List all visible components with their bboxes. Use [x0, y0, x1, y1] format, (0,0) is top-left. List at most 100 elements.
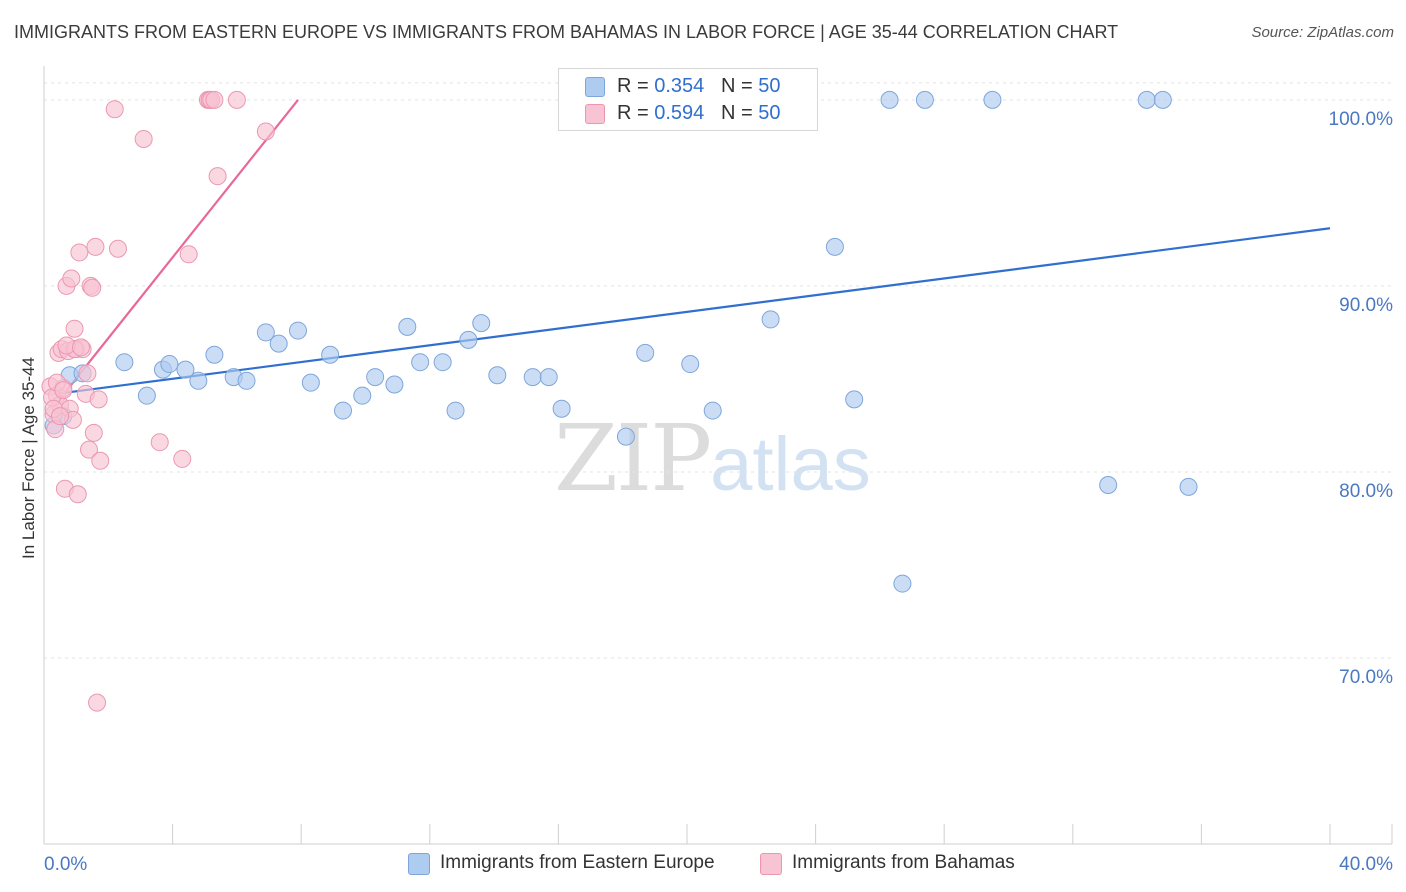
data-point [703, 401, 722, 420]
data-point [70, 243, 89, 262]
data-point [915, 90, 934, 109]
data-point [1099, 475, 1118, 494]
stats-text-eastern-europe: R = 0.354 N = 50 [617, 75, 780, 98]
y-tick-label: 100.0% [1329, 109, 1394, 130]
r-label: R = [617, 75, 655, 97]
source-credit: Source: ZipAtlas.com [1251, 24, 1394, 41]
data-point [433, 353, 452, 372]
y-tick-label: 70.0% [1339, 667, 1393, 688]
data-point [366, 368, 385, 387]
data-point [205, 90, 224, 109]
data-point [321, 345, 340, 364]
n-value: 50 [758, 75, 781, 97]
data-point [227, 90, 246, 109]
data-point [88, 693, 107, 712]
data-point [91, 451, 110, 470]
axes [43, 66, 1393, 845]
n-label: N = [720, 102, 759, 124]
n-label: N = [720, 75, 759, 97]
legend-label-bahamas: Immigrants from Bahamas [792, 852, 1015, 873]
r-label: R = [617, 102, 655, 124]
data-point [83, 278, 102, 297]
data-point [636, 343, 655, 362]
stats-legend: R = 0.354 N = 50 R = 0.594 N = 50 [558, 68, 818, 131]
data-point [398, 317, 417, 336]
data-point [205, 345, 224, 364]
data-point [137, 386, 156, 405]
data-point [68, 485, 87, 504]
data-point [176, 360, 195, 379]
tick-labels: 70.0% 80.0% 90.0% 100.0% 0.0% 40.0% [44, 109, 1393, 875]
data-point [208, 167, 227, 186]
data-point [173, 449, 192, 468]
data-point [893, 574, 912, 593]
x-tick-label: 40.0% [1339, 854, 1393, 875]
data-point [89, 390, 108, 409]
data-point [86, 237, 105, 256]
data-point [385, 375, 404, 394]
data-point [301, 373, 320, 392]
data-point [80, 440, 99, 459]
data-point [472, 314, 491, 333]
chart-title: IMMIGRANTS FROM EASTERN EUROPE VS IMMIGR… [14, 22, 1119, 42]
data-point [539, 368, 558, 387]
data-point [1179, 477, 1198, 496]
data-point [71, 338, 90, 357]
data-point [269, 334, 288, 353]
watermark: ZIPatlas [554, 405, 871, 512]
x-tick-label: 0.0% [44, 854, 87, 875]
series-legend: Immigrants from Eastern Europe Immigrant… [0, 852, 1406, 878]
legend-swatch-bahamas [585, 104, 605, 124]
data-points [41, 90, 1198, 712]
trend-line-1 [52, 99, 299, 408]
data-point [189, 371, 208, 390]
data-point [256, 323, 275, 342]
legend-swatch-eastern-europe [585, 77, 605, 97]
data-point [459, 330, 478, 349]
series-points-1 [41, 90, 275, 712]
stats-text-bahamas: R = 0.594 N = 50 [617, 102, 780, 125]
data-point [1137, 90, 1156, 109]
data-point [54, 381, 73, 400]
trend-line-0 [56, 227, 1331, 395]
data-point [62, 269, 81, 288]
data-point [237, 371, 256, 390]
legend-label-eastern-europe: Immigrants from Eastern Europe [440, 852, 715, 873]
data-point [84, 423, 103, 442]
watermark-zip: ZIP [554, 405, 712, 512]
data-point [256, 122, 275, 141]
n-value: 50 [758, 102, 781, 124]
data-point [333, 401, 352, 420]
data-point [552, 399, 571, 418]
data-point [983, 90, 1002, 109]
data-point [825, 237, 844, 256]
data-point [880, 90, 899, 109]
data-point [134, 129, 153, 148]
data-point [446, 401, 465, 420]
trend-lines [52, 99, 1331, 408]
legend-swatch-bahamas [760, 853, 782, 875]
r-value: 0.594 [654, 102, 705, 124]
legend-swatch-eastern-europe [408, 853, 430, 875]
watermark-atlas: atlas [710, 422, 871, 507]
y-axis-label: In Labor Force | Age 35-44 [19, 357, 38, 559]
y-tick-label: 90.0% [1339, 295, 1393, 316]
data-point [761, 310, 780, 329]
data-point [160, 355, 179, 374]
data-point [616, 427, 635, 446]
data-point [288, 321, 307, 340]
data-point [150, 433, 169, 452]
data-point [179, 245, 198, 264]
y-tick-label: 80.0% [1339, 481, 1393, 502]
data-point [411, 353, 430, 372]
data-point [523, 368, 542, 387]
data-point [105, 100, 124, 119]
data-point [353, 386, 372, 405]
data-point [51, 407, 70, 426]
data-point [845, 390, 864, 409]
data-point [108, 239, 127, 258]
r-value: 0.354 [654, 75, 705, 97]
data-point [78, 364, 97, 383]
grid-lines [44, 82, 1392, 659]
